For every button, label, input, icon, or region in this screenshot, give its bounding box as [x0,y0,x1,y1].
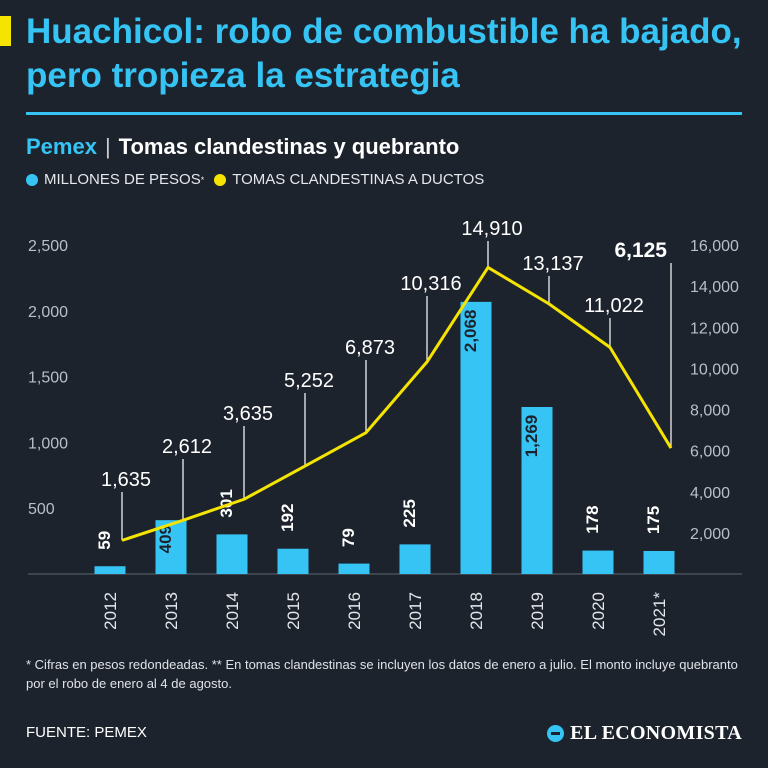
tomas-line [121,265,673,542]
right-axis-tick-label: 8,000 [690,403,730,420]
bar-value-label: 178 [583,505,602,533]
title-accent-bar [0,16,11,46]
line-value-label: 14,910 [461,218,522,240]
category-label: 2019 [528,592,547,630]
line-value-label: 5,252 [284,370,334,392]
el-economista-logo: EL ECONOMISTA [547,722,742,745]
right-axis-tick-label: 12,000 [690,320,739,337]
line-value-label: 6,873 [345,337,395,359]
bar [216,534,248,574]
category-label: 2020 [589,592,608,630]
bar [521,406,553,574]
bar [399,544,431,574]
category-label: 2018 [467,592,486,630]
category-label: 2016 [345,592,364,630]
left-axis-tick-label: 2,000 [28,304,68,321]
left-axis-tick-label: 2,500 [28,238,68,255]
line-value-label: 2,612 [162,436,212,458]
left-axis-tick-label: 500 [28,501,55,518]
bar [338,563,370,574]
legend-mark: * [200,174,205,185]
bar [582,550,614,574]
legend-dot-yellow-icon [214,173,227,186]
bar-value-label: 2,068 [461,310,480,353]
left-axis-tick-label: 1,000 [28,435,68,452]
left-axis-tick-label: 1,500 [28,370,68,387]
legend-dot-blue-icon [26,173,38,186]
subtitle-separator: | [104,134,111,159]
bar-value-label: 175 [644,506,663,534]
right-axis-tick-label: 2,000 [690,526,730,543]
category-label: 2015 [284,592,303,630]
right-axis-tick-label: 16,000 [690,238,739,255]
category-label: 2021* [650,592,669,637]
bar [643,550,675,574]
right-axis-tick-label: 14,000 [690,279,739,296]
bar [94,566,126,574]
combo-chart: 500 1,000 1,500 2,000 2,500 2,000 4,000 6,000 8,… [28,218,742,637]
right-axis-tick-label: 4,000 [690,485,730,502]
bar-value-label: 409 [156,525,175,553]
bar-value-label: 79 [339,528,358,547]
footnote: * Cifras en pesos redondeadas. ** En tom… [26,657,738,691]
line-value-label: 13,137 [522,253,583,275]
legend-item-tomas: TOMAS CLANDESTINAS A DUCTOS [214,171,484,188]
brand-label: Pemex [26,134,97,159]
legend-item-pesos: MILLONES DE PESOS * [26,171,204,188]
line-value-label: 11,022 [584,295,644,317]
bar [277,548,309,574]
line-value-label: 3,635 [223,403,273,425]
line-value-label: 10,316 [400,273,461,295]
line-value-label: 1,635 [101,469,151,491]
title-divider [26,112,742,115]
logo-mark-icon [547,725,565,742]
bar-value-label: 59 [95,531,114,550]
category-label: 2012 [101,592,120,630]
bar-value-label: 1,269 [522,415,541,458]
chart-legend: MILLONES DE PESOS * TOMAS CLANDESTINAS A … [26,171,494,188]
chart-subtitle: Pemex | Tomas clandestinas y quebranto [26,134,459,160]
category-label: 2014 [223,592,242,630]
legend-label-tomas: TOMAS CLANDESTINAS A DUCTOS [232,171,485,188]
bar-value-label: 301 [217,489,236,517]
legend-label-pesos: MILLONES DE PESOS [44,171,201,188]
bar-value-label: 225 [400,499,419,527]
bar [460,301,492,574]
logo-text: EL ECONOMISTA [570,722,742,744]
line-value-label: 6,125 [614,239,667,262]
right-axis-tick-label: 6,000 [690,444,730,461]
bar-value-label: 192 [278,504,297,532]
category-label: 2017 [406,592,425,630]
source-label: FUENTE: PEMEX [26,724,147,741]
category-label: 2013 [162,592,181,630]
subtitle-text: Tomas clandestinas y quebranto [118,134,460,159]
page-title: Huachicol: robo de combustible ha bajado… [26,12,742,95]
right-axis-tick-label: 10,000 [690,361,739,378]
